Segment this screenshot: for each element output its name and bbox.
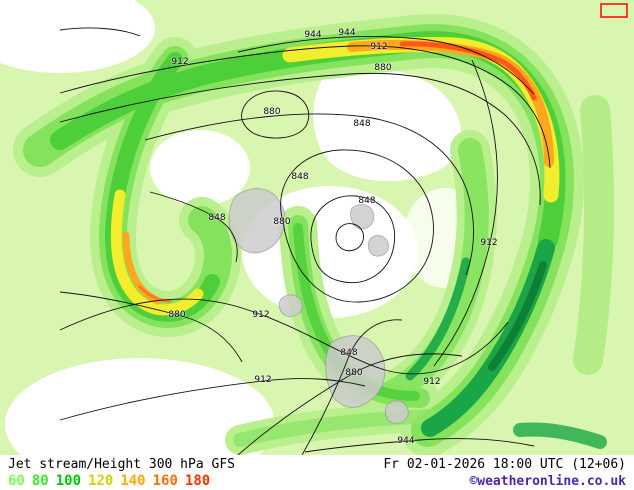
legend-value-180: 180	[184, 473, 211, 489]
map-footer: Jet stream/Height 300 hPa GFS Fr 02-01-2…	[0, 455, 634, 490]
legend-value-100: 100	[55, 473, 82, 489]
map-datetime: Fr 02-01-2026 18:00 UTC (12+06)	[383, 457, 626, 472]
height-contours	[59, 27, 551, 455]
wind-speed-legend: 60 80 100 120 140 160 180	[8, 473, 210, 490]
legend-value-120: 120	[88, 473, 114, 489]
legend-value-160: 160	[152, 473, 178, 489]
legend-value-140: 140	[120, 473, 146, 489]
coastlines	[228, 188, 409, 424]
legend-value-80: 80	[31, 473, 49, 489]
jet-stream-bands	[13, 14, 615, 455]
copyright-text: ©weatheronline.co.uk	[469, 474, 626, 489]
map-title: Jet stream/Height 300 hPa GFS	[8, 457, 235, 472]
legend-value-60: 60	[8, 473, 25, 489]
red-frame	[600, 3, 628, 18]
weather-map: 944 944 912 912 880 880 848 848 848 848 …	[0, 0, 634, 455]
jet-stream-map-graphic	[0, 0, 634, 455]
